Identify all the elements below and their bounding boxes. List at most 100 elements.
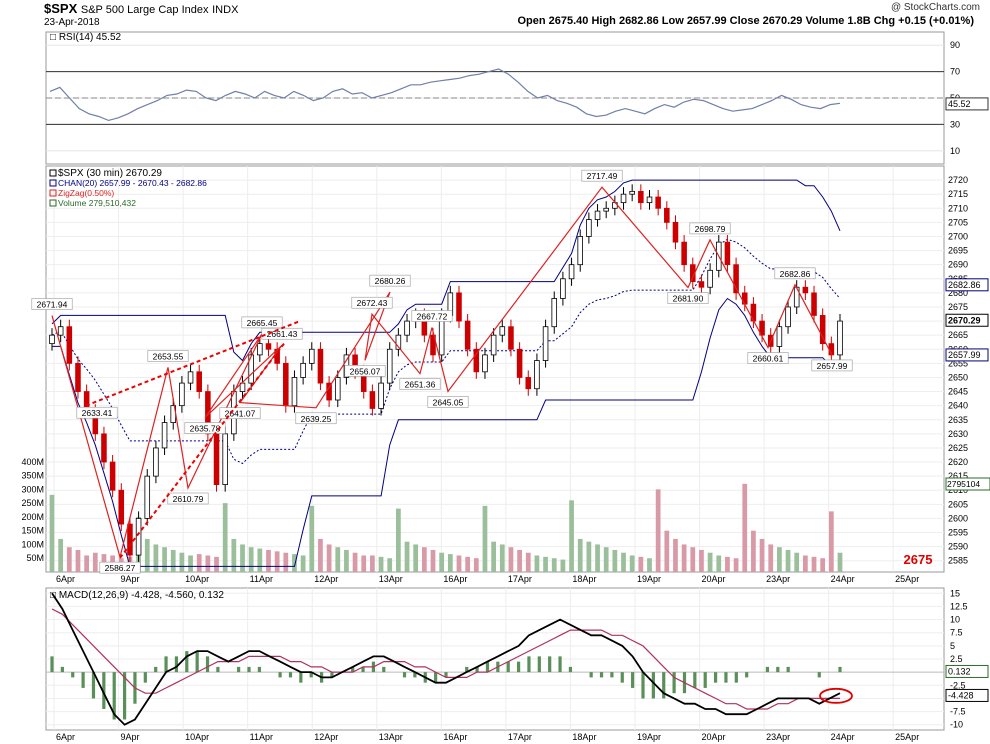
volume-bar <box>326 544 332 572</box>
macd-tick-label: 5 <box>950 641 955 651</box>
macd-x-tick-label: 9Apr <box>121 732 140 742</box>
volume-bar <box>170 549 176 572</box>
price-x-tick-label: 18Apr <box>572 574 596 584</box>
candle-body <box>430 334 436 356</box>
volume-bar <box>603 547 609 572</box>
candle-body <box>49 334 55 345</box>
zigzag-label-box <box>76 406 118 419</box>
candle-body <box>118 489 125 525</box>
candle-body <box>222 433 228 485</box>
zigzag-label-box <box>667 292 709 304</box>
price-tick-label: 2720 <box>948 175 968 185</box>
candle-body <box>482 354 488 373</box>
candle-body <box>785 306 791 328</box>
zigzag-label-box <box>689 222 731 235</box>
volume-bar <box>222 503 228 572</box>
volume-bar <box>820 558 826 572</box>
volume-bar <box>75 549 81 572</box>
macd-x-tick-label: 23Apr <box>766 732 790 742</box>
volume-bar <box>828 511 834 572</box>
ohlc-readout: Open 2675.40 High 2682.86 Low 2657.99 Cl… <box>517 15 974 27</box>
volume-bar <box>465 556 471 572</box>
volume-bar <box>517 549 522 572</box>
macd-tick-label: 15 <box>950 588 960 598</box>
rsi-legend: □ RSI(14) 45.52 <box>50 32 122 43</box>
price-axis-value-box <box>945 313 989 327</box>
candle-body <box>724 241 731 266</box>
price-legend-entry: $SPX (30 min) 2670.29 <box>58 168 162 179</box>
volume-bar <box>742 483 748 572</box>
zigzag-label-box <box>219 407 261 419</box>
zigzag-label-box <box>351 296 393 309</box>
macd-histogram-bar <box>838 666 842 673</box>
macd-x-tick-label: 11Apr <box>250 732 273 742</box>
volume-bar <box>396 508 401 572</box>
macd-histogram-bar <box>651 672 655 699</box>
volume-bar <box>499 544 505 572</box>
volume-bar <box>638 556 644 572</box>
macd-tick-label: 2.5 <box>950 654 963 664</box>
rsi-last-value-box <box>945 97 989 111</box>
volume-bar <box>144 538 150 572</box>
zigzag-label-box <box>747 352 789 364</box>
volume-bar <box>387 558 393 572</box>
macd-histogram-bar <box>174 656 179 673</box>
price-tick-label: 2695 <box>948 246 968 256</box>
zigzag-label: 2645.05 <box>433 397 464 407</box>
zigzag-label: 2698.79 <box>695 224 726 234</box>
volume-bar <box>491 541 496 572</box>
price-tick-label: 2590 <box>948 542 968 552</box>
price-tick-label: 2630 <box>948 429 968 439</box>
macd-value-box <box>945 688 989 702</box>
rsi-tick-label: 30 <box>950 119 960 129</box>
zigzag-label-box <box>344 365 386 377</box>
macd-histogram-bar <box>558 656 562 673</box>
price-tick-label: 2680 <box>948 288 968 298</box>
symbol-title: $SPX S&P 500 Large Cap Index INDX <box>44 1 238 16</box>
volume-bar <box>447 554 453 572</box>
candle-body <box>629 190 635 195</box>
zigzag-label: 2671.94 <box>37 300 68 310</box>
macd-x-tick-label: 25Apr <box>895 732 919 742</box>
macd-histogram-bar <box>641 672 645 699</box>
volume-bar <box>768 544 774 572</box>
macd-histogram-bar <box>485 661 490 673</box>
candle-body <box>837 320 843 356</box>
candle-body <box>109 461 116 491</box>
price-tick-label: 2620 <box>948 457 968 467</box>
macd-histogram-bar <box>112 672 116 720</box>
price-tick-label: 2705 <box>948 217 968 227</box>
zigzag-label-box <box>581 169 623 182</box>
candle-body <box>646 196 653 204</box>
macd-signal-line <box>51 608 840 710</box>
rsi-last-value-label: 45.52 <box>948 99 971 109</box>
macd-histogram-bar <box>154 666 158 673</box>
price-tick-label: 2625 <box>948 443 968 453</box>
volume-tick-label: 50M <box>26 553 44 563</box>
macd-histogram-bar <box>620 672 624 683</box>
candle-body <box>620 193 627 204</box>
zigzag-label: 2656.07 <box>350 366 381 376</box>
price-x-tick-label: 25Apr <box>895 574 919 584</box>
macd-histogram-bar <box>786 666 790 673</box>
macd-x-tick-label: 12Apr <box>314 732 338 742</box>
candle-body <box>568 264 575 280</box>
macd-tick-label: -10 <box>950 720 963 730</box>
zigzag-label-box <box>184 422 226 434</box>
candle-body <box>508 326 514 350</box>
macd-histogram-bar <box>81 672 85 688</box>
volume-bar <box>551 558 557 572</box>
macd-histogram-bar <box>610 672 614 678</box>
price-axis-value-box <box>945 278 989 292</box>
price-tick-label: 2650 <box>948 372 968 382</box>
volume-tick-label: 350M <box>21 471 44 481</box>
candle-body <box>525 377 532 390</box>
candle-body <box>681 241 687 266</box>
price-legend-swatch <box>49 199 57 207</box>
volume-bar <box>231 538 237 572</box>
rsi-line <box>49 68 841 122</box>
volume-bar <box>655 489 661 572</box>
volume-bar <box>837 552 843 572</box>
macd-histogram-bar <box>278 672 282 678</box>
